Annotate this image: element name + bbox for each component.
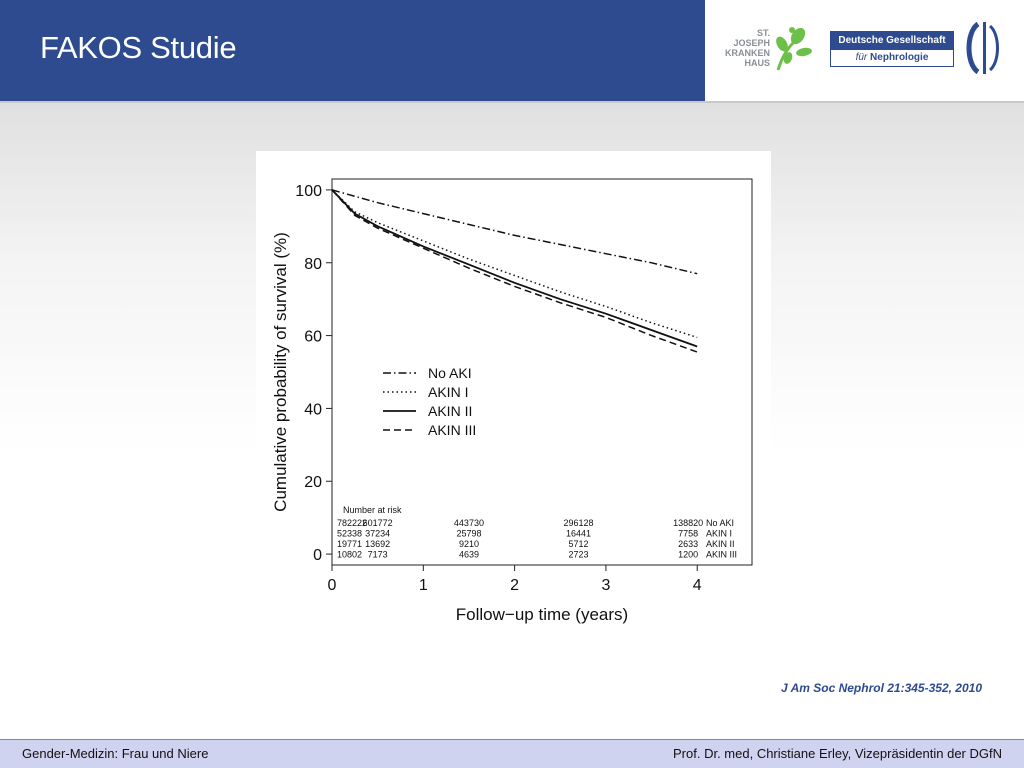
risk-table-cell: 13692 — [365, 539, 390, 549]
kidney-mark-icon — [966, 21, 999, 75]
y-tick-label: 100 — [295, 183, 322, 200]
x-tick-label: 4 — [693, 577, 702, 594]
risk-table-cell: 1200 — [678, 550, 698, 560]
risk-table-cell: 5712 — [569, 539, 589, 549]
hospital-logo-line: JOSEPH — [733, 38, 770, 48]
series-line-0 — [331, 189, 698, 275]
risk-table-cell: 2633 — [678, 539, 698, 549]
x-axis-label: Follow−up time (years) — [456, 605, 628, 624]
risk-table-cell: 601772 — [363, 518, 393, 528]
risk-table-row-label: AKIN II — [706, 539, 735, 549]
society-logo-bottom: für Nephrologie — [831, 50, 953, 66]
y-tick-label: 0 — [313, 547, 322, 564]
series-line-3 — [331, 189, 698, 353]
plot-frame — [331, 178, 753, 566]
risk-table-row-label: AKIN I — [706, 529, 732, 539]
risk-table-cell: 7758 — [678, 529, 698, 539]
hospital-logo-line: HAUS — [744, 58, 770, 68]
series-line-2 — [331, 189, 698, 348]
risk-table-cell: 52338 — [337, 529, 362, 539]
risk-table-cell: 37234 — [365, 529, 390, 539]
citation: J Am Soc Nephrol 21:345-352, 2010 — [781, 681, 982, 695]
footer-left-text: Gender-Medizin: Frau und Niere — [22, 746, 209, 761]
risk-table-cell: 443730 — [454, 518, 484, 528]
society-logo-prefix: für — [855, 52, 868, 63]
footer-right-text: Prof. Dr. med, Christiane Erley, Vizeprä… — [673, 746, 1002, 761]
header-divider — [0, 101, 1024, 103]
risk-table-row-label: AKIN III — [706, 550, 737, 560]
y-axis-label: Cumulative probability of survival (%) — [271, 232, 290, 512]
header-bar: FAKOS Studie — [0, 0, 705, 101]
society-logo-name: Nephrologie — [870, 52, 929, 63]
risk-table-cell: 2723 — [569, 550, 589, 560]
risk-table-row-label: No AKI — [706, 518, 734, 528]
risk-table-cell: 16441 — [566, 529, 591, 539]
risk-table-cell: 138820 — [673, 518, 703, 528]
y-tick-label: 40 — [304, 401, 322, 418]
leaf-logo-icon — [776, 27, 812, 71]
legend-label: AKIN II — [428, 403, 472, 419]
hospital-logo-line: KRANKEN — [725, 48, 770, 58]
y-tick-label: 60 — [304, 329, 322, 346]
hospital-logo-text: ST. JOSEPH KRANKEN HAUS — [714, 28, 770, 68]
slide-title: FAKOS Studie — [40, 30, 237, 65]
society-logo-top: Deutsche Gesellschaft — [831, 32, 953, 50]
x-tick-label: 0 — [328, 577, 337, 594]
legend-label: AKIN III — [428, 422, 476, 438]
y-tick-label: 80 — [304, 256, 322, 273]
risk-table-cell: 19771 — [337, 539, 362, 549]
risk-table-cell: 782222 — [337, 518, 367, 528]
risk-table-cell: 7173 — [368, 550, 388, 560]
x-tick-label: 2 — [510, 577, 519, 594]
y-tick-label: 20 — [304, 474, 322, 491]
chart-panel: 0 20 40 60 80 100 0 1 2 3 4 No AKI AKIN I AKIN II AKI… — [256, 151, 771, 634]
risk-table-cell: 25798 — [456, 529, 481, 539]
legend-label: AKIN I — [428, 384, 468, 400]
risk-table-cell: 10802 — [337, 550, 362, 560]
footer-bar: Gender-Medizin: Frau und Niere Prof. Dr.… — [0, 739, 1024, 768]
x-tick-label: 1 — [419, 577, 428, 594]
x-tick-label: 3 — [601, 577, 610, 594]
hospital-logo-line: ST. — [756, 28, 770, 38]
risk-table-cell: 4639 — [459, 550, 479, 560]
series-line-1 — [331, 189, 698, 339]
risk-table-cell: 9210 — [459, 539, 479, 549]
legend-label: No AKI — [428, 365, 472, 381]
risk-table-title: Number at risk — [343, 505, 402, 515]
risk-table-cell: 296128 — [563, 518, 593, 528]
society-logo: Deutsche Gesellschaft für Nephrologie — [830, 31, 954, 67]
